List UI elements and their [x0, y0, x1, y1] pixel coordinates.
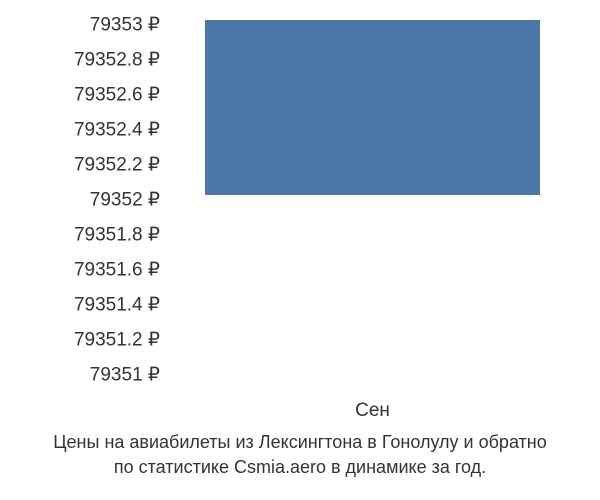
- bar-sep: [205, 20, 540, 195]
- y-axis-label: 79352.8 ₽: [74, 49, 160, 72]
- y-axis-label: 79352.4 ₽: [74, 119, 160, 142]
- y-axis-label: 79351.8 ₽: [74, 224, 160, 247]
- y-axis-label: 79352.2 ₽: [74, 154, 160, 177]
- y-axis-label: 79351.6 ₽: [74, 259, 160, 282]
- chart-caption: Цены на авиабилеты из Лексингтона в Гоно…: [0, 430, 600, 480]
- y-axis-label: 79353 ₽: [90, 14, 160, 37]
- caption-line-2: по статистике Csmia.aero в динамике за г…: [114, 457, 486, 477]
- y-axis-label: 79351 ₽: [90, 364, 160, 387]
- y-axis-label: 79351.4 ₽: [74, 294, 160, 317]
- x-axis-label: Сен: [205, 400, 540, 422]
- y-axis-label: 79352.6 ₽: [74, 84, 160, 107]
- y-axis-label: 79351.2 ₽: [74, 329, 160, 352]
- caption-line-1: Цены на авиабилеты из Лексингтона в Гоно…: [53, 432, 547, 452]
- y-axis-label: 79352 ₽: [90, 189, 160, 212]
- price-chart: 79353 ₽ 79352.8 ₽ 79352.6 ₽ 79352.4 ₽ 79…: [0, 0, 600, 500]
- plot-area: Сен: [170, 10, 570, 380]
